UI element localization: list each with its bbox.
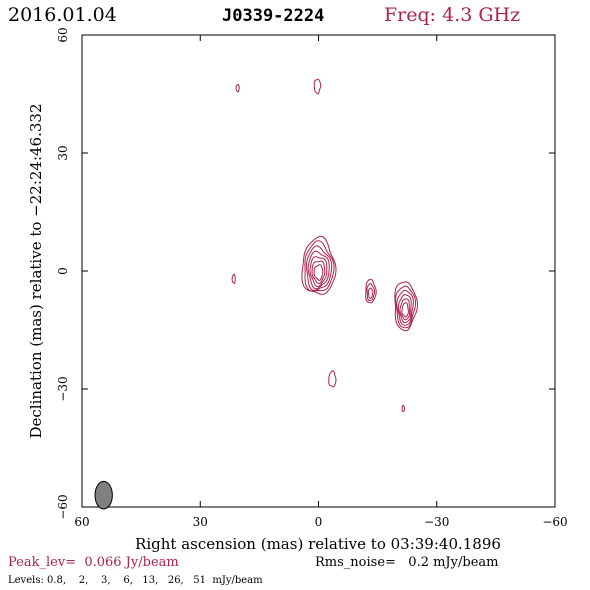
- observation-date: 2016.01.04: [8, 4, 117, 26]
- contour-core: [305, 245, 333, 291]
- contour-knot-1: [365, 278, 377, 304]
- y-tick-label: −30: [56, 376, 70, 401]
- contour-noise-4: [328, 370, 337, 388]
- x-tick-labels: 60 30 0 −30 −60: [74, 515, 567, 529]
- contour-layer: [231, 78, 419, 413]
- rms-noise: Rms_noise= 0.2 mJy/beam: [315, 555, 498, 570]
- y-tick-label: 60: [56, 27, 70, 42]
- contour-noise-2: [235, 83, 240, 93]
- contour-knot-2: [401, 302, 409, 318]
- x-tick-label: 30: [193, 515, 208, 529]
- axis-ticks: [81, 34, 556, 508]
- beam-ellipse: [94, 480, 113, 510]
- x-tick-label: −30: [424, 515, 449, 529]
- contour-core: [309, 256, 328, 288]
- frequency-label: Freq: 4.3 GHz: [384, 4, 520, 26]
- y-axis-label: Declination (mas) relative to −22:24:46.…: [27, 103, 45, 438]
- contour-knot-2: [396, 289, 414, 326]
- beam-layer: [94, 480, 113, 510]
- peak-level: Peak_lev= 0.066 Jy/beam: [8, 555, 179, 570]
- y-tick-label: −60: [56, 494, 70, 519]
- contour-knot-2: [394, 281, 419, 332]
- contour-knot-1: [367, 287, 374, 299]
- x-tick-label: −60: [542, 515, 567, 529]
- contour-noise-5: [401, 404, 405, 413]
- contour-knot-2: [395, 285, 417, 329]
- x-tick-label: 0: [315, 515, 323, 529]
- contour-knot-2: [399, 298, 411, 321]
- contour-core: [304, 240, 335, 292]
- contour-noise-3: [231, 273, 236, 284]
- x-tick-label: 60: [74, 515, 89, 529]
- contour-knot-1: [366, 283, 376, 302]
- plot-frame: [81, 34, 556, 508]
- contour-noise-1: [313, 78, 322, 95]
- source-name: J0339-2224: [222, 6, 324, 26]
- contour-knot-2: [397, 294, 412, 324]
- y-tick-label: 30: [56, 145, 70, 160]
- y-tick-label: 0: [56, 267, 70, 275]
- contour-core: [307, 250, 330, 290]
- contour-core: [301, 235, 337, 295]
- contour-core: [313, 264, 324, 281]
- contour-levels: Levels: 0.8, 2, 3, 6, 13, 26, 51 mJy/bea…: [8, 575, 263, 586]
- y-tick-labels: 60 30 0 −30 −60: [56, 27, 70, 519]
- contour-core: [311, 260, 326, 285]
- x-axis-label: Right ascension (mas) relative to 03:39:…: [135, 535, 501, 553]
